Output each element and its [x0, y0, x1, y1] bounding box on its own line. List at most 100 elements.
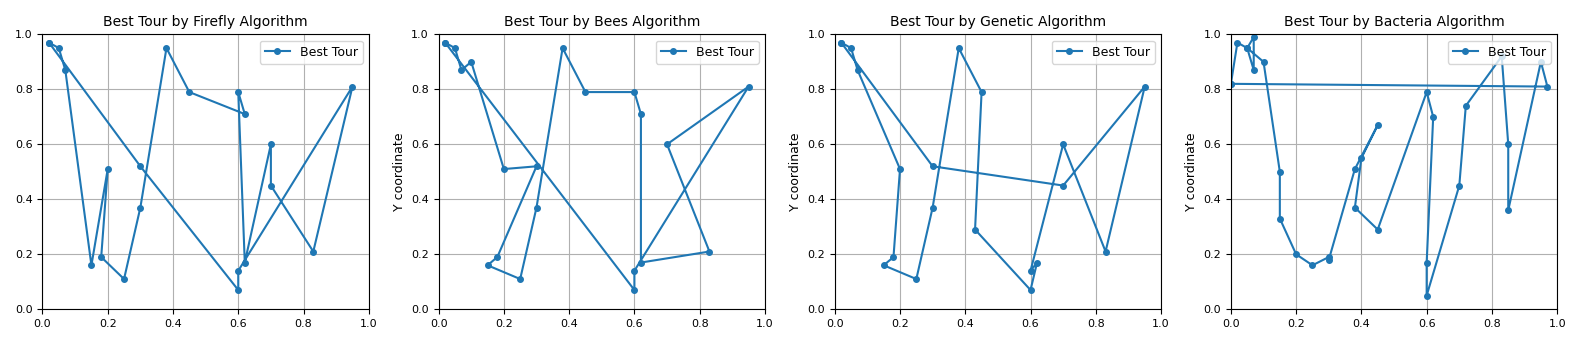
Best Tour — [1238, 46, 1257, 50]
Best Tour — [55, 68, 74, 72]
Best Tour — [1345, 205, 1364, 209]
Best Tour — [1417, 90, 1436, 94]
Best Tour — [890, 167, 909, 171]
Title: Best Tour by Bacteria Algorithm: Best Tour by Bacteria Algorithm — [1284, 15, 1505, 29]
Best Tour — [477, 263, 496, 267]
Best Tour — [82, 263, 101, 267]
Best Tour — [452, 68, 471, 72]
Best Tour — [114, 277, 133, 281]
Best Tour — [923, 205, 942, 209]
Best Tour — [1424, 115, 1443, 119]
Best Tour — [1303, 263, 1322, 267]
Best Tour — [462, 60, 481, 64]
Best Tour — [738, 85, 757, 89]
Best Tour — [436, 41, 455, 45]
Best Tour — [1499, 208, 1518, 212]
Best Tour — [436, 41, 455, 45]
Legend: Best Tour: Best Tour — [656, 41, 759, 64]
Best Tour — [841, 46, 860, 50]
Best Tour — [1456, 104, 1475, 108]
Best Tour — [1319, 255, 1338, 259]
Best Tour — [1135, 85, 1154, 89]
Best Tour — [526, 205, 545, 209]
Best Tour — [1053, 142, 1072, 147]
Best Tour — [495, 167, 514, 171]
Best Tour — [874, 263, 893, 267]
Best Tour — [832, 41, 851, 45]
Best Tour — [1319, 258, 1338, 262]
Line: Best Tour: Best Tour — [443, 40, 751, 293]
Line: Best Tour: Best Tour — [838, 40, 1148, 293]
Line: Best Tour: Best Tour — [46, 40, 356, 293]
Best Tour — [1244, 35, 1263, 39]
Best Tour — [1287, 252, 1306, 256]
Best Tour — [229, 269, 248, 273]
Title: Best Tour by Bees Algorithm: Best Tour by Bees Algorithm — [504, 15, 700, 29]
Best Tour — [966, 227, 985, 232]
Best Tour — [261, 183, 280, 187]
Best Tour — [884, 255, 903, 259]
Best Tour — [489, 255, 508, 259]
Best Tour — [92, 255, 111, 259]
Best Tour — [1417, 260, 1436, 265]
Best Tour — [1345, 167, 1364, 171]
Best Tour — [1222, 82, 1241, 86]
Best Tour — [1538, 85, 1557, 89]
Best Tour — [631, 260, 650, 265]
Legend: Best Tour: Best Tour — [1051, 41, 1154, 64]
Best Tour — [553, 46, 572, 50]
Best Tour — [1053, 183, 1072, 187]
Best Tour — [1028, 260, 1047, 265]
Best Tour — [1368, 227, 1387, 232]
Best Tour — [1271, 170, 1290, 174]
Best Tour — [131, 205, 150, 209]
Best Tour — [40, 41, 58, 45]
Best Tour — [1492, 54, 1511, 58]
Best Tour — [624, 90, 643, 94]
Best Tour — [157, 46, 175, 50]
Best Tour — [304, 249, 323, 254]
Best Tour — [343, 85, 362, 89]
Best Tour — [446, 46, 465, 50]
Best Tour — [1450, 183, 1469, 187]
Best Tour — [40, 41, 58, 45]
Y-axis label: Y coordinate: Y coordinate — [392, 132, 406, 211]
Best Tour — [624, 288, 643, 292]
Best Tour — [511, 277, 530, 281]
Best Tour — [1244, 68, 1263, 72]
Best Tour — [1238, 46, 1257, 50]
Best Tour — [1271, 216, 1290, 221]
Best Tour — [1368, 123, 1387, 127]
Best Tour — [180, 90, 199, 94]
Best Tour — [261, 142, 280, 147]
Best Tour — [1254, 60, 1273, 64]
Best Tour — [972, 90, 991, 94]
Best Tour — [700, 249, 719, 254]
Best Tour — [832, 41, 851, 45]
Best Tour — [236, 260, 255, 265]
Best Tour — [1532, 60, 1551, 64]
Best Tour — [1096, 249, 1115, 254]
Best Tour — [658, 142, 677, 147]
Y-axis label: Y coordinate: Y coordinate — [789, 132, 802, 211]
Best Tour — [98, 167, 117, 171]
Best Tour — [631, 112, 650, 116]
Legend: Best Tour: Best Tour — [259, 41, 362, 64]
Best Tour — [49, 46, 68, 50]
Best Tour — [1499, 142, 1518, 147]
Best Tour — [229, 288, 248, 292]
Best Tour — [1228, 41, 1247, 45]
Best Tour — [236, 112, 255, 116]
Best Tour — [1021, 269, 1040, 273]
Best Tour — [575, 90, 594, 94]
Line: Best Tour: Best Tour — [1228, 34, 1551, 298]
Best Tour — [907, 277, 926, 281]
Best Tour — [1352, 156, 1371, 160]
Best Tour — [624, 269, 643, 273]
Y-axis label: Y coordinate: Y coordinate — [1184, 132, 1198, 211]
Best Tour — [847, 68, 866, 72]
Best Tour — [229, 90, 248, 94]
Best Tour — [1222, 82, 1241, 86]
Best Tour — [1417, 293, 1436, 298]
Best Tour — [923, 164, 942, 168]
